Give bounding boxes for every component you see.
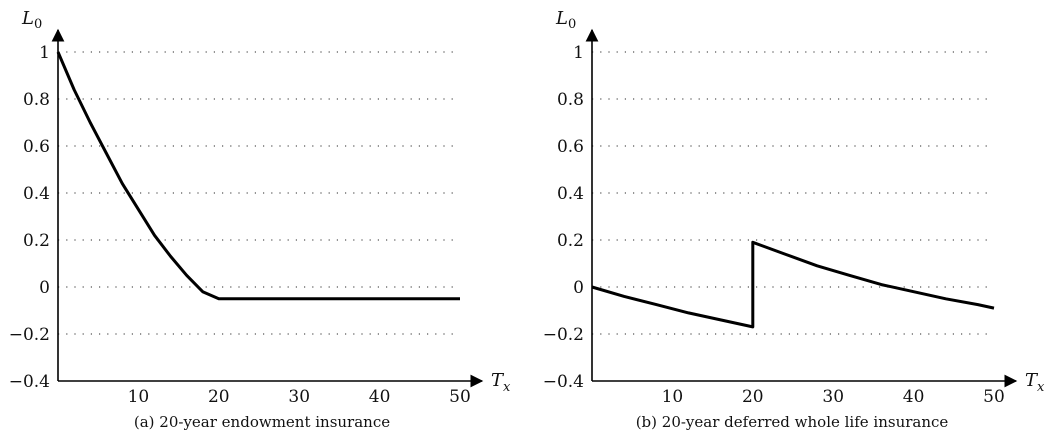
x-tick-label: 10 xyxy=(662,387,684,407)
chart-caption: (a) 20-year endowment insurance xyxy=(134,413,390,431)
y-tick-label: −0.2 xyxy=(543,325,584,345)
x-tick-label: 50 xyxy=(983,387,1005,407)
y-tick-label: 0.2 xyxy=(23,231,50,251)
y-tick-label: 0.6 xyxy=(557,137,584,157)
y-tick-label: 0 xyxy=(573,278,584,298)
y-tick-label: 0.8 xyxy=(23,90,50,110)
chart-panel-a: 1 0.8 0.6 0.4 0.2 0 −0.2 −0.4 10 20 30 40 50 L0 Tx (a) … xyxy=(9,8,511,431)
x-tick-label: 20 xyxy=(208,387,230,407)
y-tick-label: 0.6 xyxy=(23,137,50,157)
y-tick-label: 1 xyxy=(39,43,50,63)
y-tick-label: −0.4 xyxy=(9,372,50,392)
x-tick-label: 30 xyxy=(288,387,310,407)
y-tick-label: 1 xyxy=(573,43,584,63)
y-tick-label: 0 xyxy=(39,278,50,298)
x-tick-label: 10 xyxy=(128,387,150,407)
y-axis-label: L0 xyxy=(555,8,576,32)
x-tick-label: 30 xyxy=(822,387,844,407)
series-line xyxy=(58,52,460,299)
chart-panel-b: 1 0.8 0.6 0.4 0.2 0 −0.2 −0.4 10 20 30 40 50 L0 Tx (b) … xyxy=(543,8,1045,431)
x-tick-label: 50 xyxy=(449,387,471,407)
x-tick-label: 20 xyxy=(742,387,764,407)
x-tick-label: 40 xyxy=(903,387,925,407)
x-axis-label: Tx xyxy=(491,370,511,395)
x-tick-label: 40 xyxy=(369,387,391,407)
chart-caption: (b) 20-year deferred whole life insuranc… xyxy=(636,413,949,431)
y-axis-label: L0 xyxy=(21,8,42,32)
y-tick-label: 0.4 xyxy=(23,184,50,204)
y-tick-label: −0.2 xyxy=(9,325,50,345)
y-tick-label: 0.4 xyxy=(557,184,584,204)
y-tick-label: 0.2 xyxy=(557,231,584,251)
y-tick-label: 0.8 xyxy=(557,90,584,110)
series-line xyxy=(592,242,994,327)
y-tick-label: −0.4 xyxy=(543,372,584,392)
x-axis-label: Tx xyxy=(1025,370,1045,395)
